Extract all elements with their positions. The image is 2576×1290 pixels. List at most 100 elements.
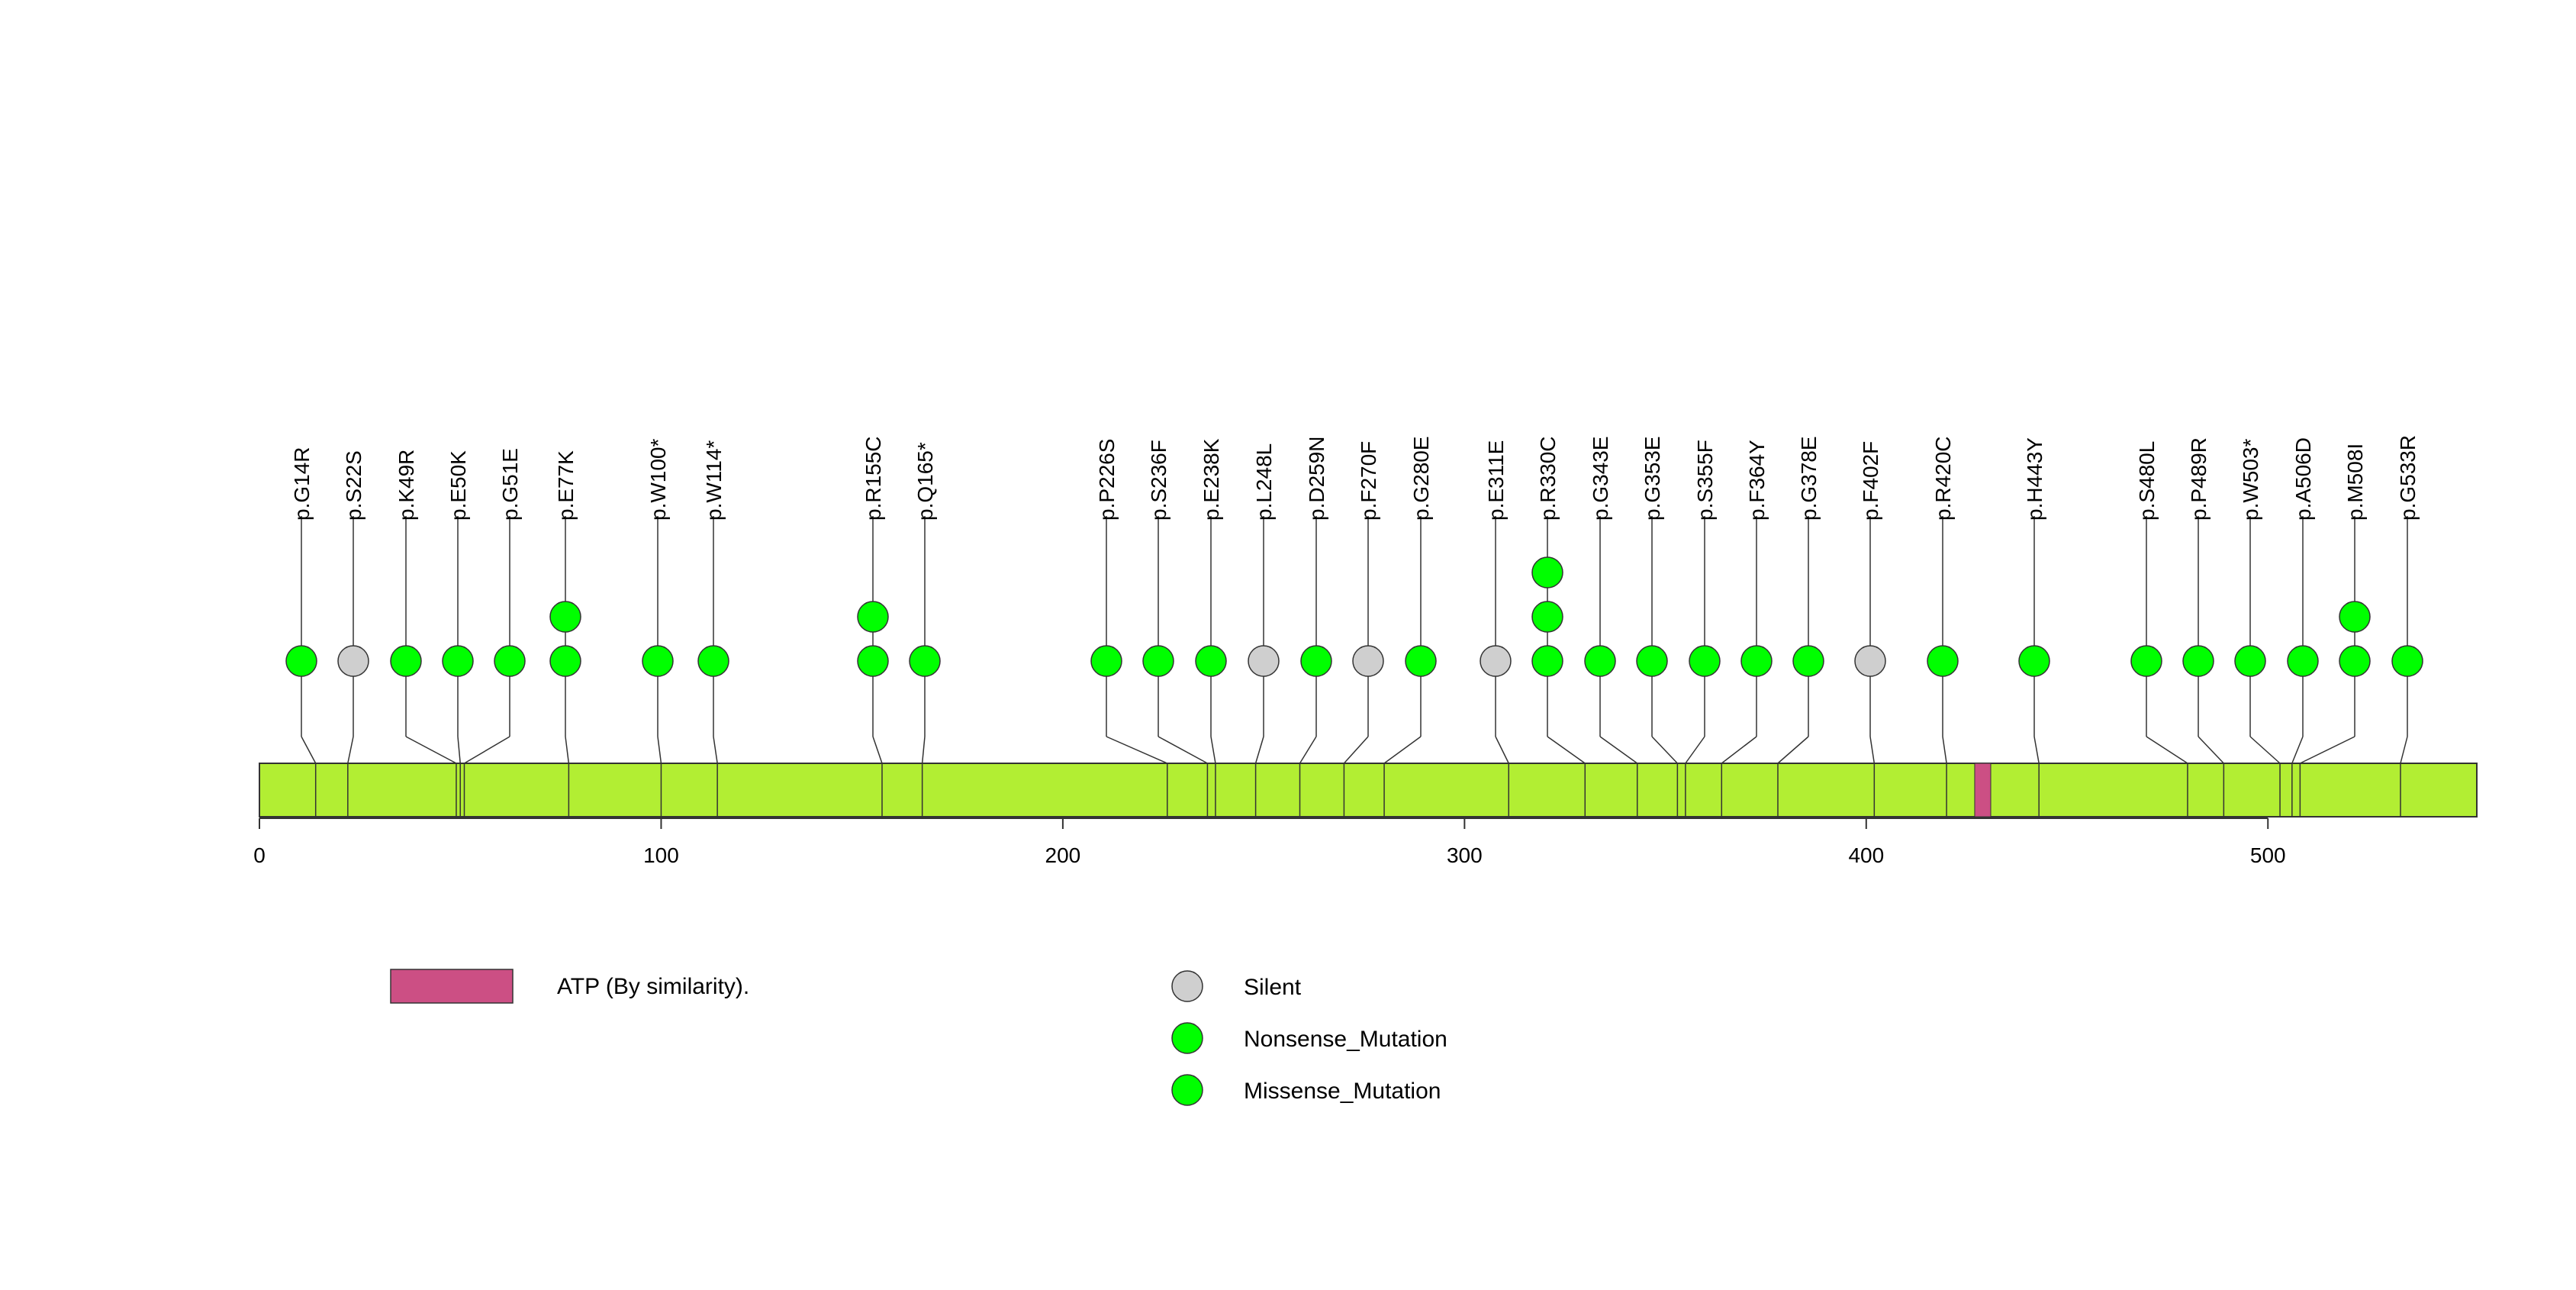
mutation-circle-18-0[interactable]: [1531, 645, 1563, 677]
mutation-circle-21-0[interactable]: [1689, 645, 1721, 677]
mutation-label-30: p.A506D: [2291, 437, 2315, 521]
stem-connector-9: [921, 736, 926, 764]
mutation-label-14: p.D259N: [1305, 436, 1328, 521]
mutation-circle-2-0[interactable]: [390, 645, 422, 677]
mutation-label-5: p.E77K: [554, 450, 578, 521]
mutation-label-22: p.F364Y: [1745, 440, 1769, 521]
mutation-label-28: p.P489R: [2187, 437, 2211, 521]
stem-connector-20: [1651, 736, 1678, 764]
stem-connector-16: [1383, 736, 1422, 764]
mutation-label-13: p.L248L: [1252, 443, 1276, 521]
mutation-circle-13-0[interactable]: [1248, 645, 1280, 677]
stem-connector-32: [2400, 736, 2408, 764]
mutation-circle-17-0[interactable]: [1480, 645, 1512, 677]
stem-connector-11: [1158, 736, 1208, 764]
stem-connector-31: [2300, 736, 2355, 764]
mutation-circle-1-0[interactable]: [337, 645, 369, 677]
mutation-label-27: p.S480L: [2135, 441, 2159, 521]
mutation-circle-7-0[interactable]: [697, 645, 729, 677]
mutation-circle-30-0[interactable]: [2287, 645, 2319, 677]
legend-mutation-swatch-0: [1171, 970, 1203, 1002]
legend-mutation-swatch-2: [1171, 1074, 1203, 1106]
mutation-circle-24-0[interactable]: [1854, 645, 1886, 677]
mutation-circle-5-0[interactable]: [549, 645, 581, 677]
mutation-circle-16-0[interactable]: [1405, 645, 1437, 677]
stem-connector-18: [1547, 736, 1586, 764]
mutation-circle-5-1[interactable]: [549, 601, 581, 633]
mutation-label-8: p.R155C: [861, 436, 885, 521]
x-tick-label-4: 400: [1848, 843, 1884, 867]
mutation-circle-12-0[interactable]: [1195, 645, 1227, 677]
stem-connector-21: [1685, 736, 1705, 764]
mutation-label-25: p.R420C: [1931, 436, 1955, 521]
stem-connector-2: [405, 736, 457, 764]
mutation-label-16: p.G280E: [1409, 436, 1433, 521]
mutation-circle-23-0[interactable]: [1792, 645, 1824, 677]
mutation-circle-31-1[interactable]: [2339, 601, 2371, 633]
mutation-circle-15-0[interactable]: [1352, 645, 1384, 677]
stem-connector-12: [1210, 736, 1216, 764]
mutation-label-31: p.M508I: [2343, 443, 2367, 521]
mutation-label-19: p.G343E: [1589, 436, 1612, 521]
mutation-circle-8-1[interactable]: [857, 601, 889, 633]
mutation-label-6: p.W100*: [646, 439, 670, 521]
stems-layer: [301, 516, 2408, 764]
mutation-circle-8-0[interactable]: [857, 645, 889, 677]
mutation-circle-31-0[interactable]: [2339, 645, 2371, 677]
legend-mutation-label-1: Nonsense_Mutation: [1244, 1027, 1447, 1052]
mutation-label-26: p.H443Y: [2023, 437, 2046, 521]
mutation-circle-26-0[interactable]: [2018, 645, 2050, 677]
mutation-circle-19-0[interactable]: [1584, 645, 1616, 677]
circles-layer: [285, 556, 2423, 677]
x-tick-label-0: 0: [253, 843, 266, 867]
mutation-circle-4-0[interactable]: [494, 645, 526, 677]
mutation-circle-20-0[interactable]: [1636, 645, 1668, 677]
mutation-circle-3-0[interactable]: [442, 645, 474, 677]
mutation-label-2: p.K49R: [394, 450, 418, 521]
mutation-label-10: p.P226S: [1095, 439, 1119, 521]
mutation-label-0: p.G14R: [290, 447, 314, 521]
mutation-label-15: p.F270F: [1357, 441, 1380, 521]
mutation-label-21: p.S355F: [1693, 440, 1717, 521]
stem-connector-17: [1495, 736, 1509, 764]
stem-connector-8: [872, 736, 883, 764]
stem-connector-15: [1343, 736, 1369, 764]
mutation-circle-11-0[interactable]: [1142, 645, 1174, 677]
stem-connector-13: [1254, 736, 1264, 764]
mutation-label-20: p.G353E: [1641, 436, 1664, 521]
mutation-label-4: p.G51E: [498, 448, 522, 521]
mutation-label-18: p.R330C: [1536, 436, 1560, 521]
mutation-label-7: p.W114*: [702, 440, 726, 521]
mutation-label-9: p.Q165*: [913, 442, 937, 521]
mutation-label-3: p.E50K: [446, 450, 470, 521]
mutation-label-1: p.S22S: [342, 450, 365, 521]
mutation-label-24: p.F402F: [1859, 441, 1882, 521]
stem-connector-27: [2146, 736, 2188, 764]
mutation-circle-27-0[interactable]: [2130, 645, 2162, 677]
mutation-circle-6-0[interactable]: [642, 645, 674, 677]
mutation-circle-9-0[interactable]: [909, 645, 941, 677]
mutation-circle-14-0[interactable]: [1300, 645, 1332, 677]
mutation-circle-22-0[interactable]: [1740, 645, 1773, 677]
mutation-circle-28-0[interactable]: [2182, 645, 2214, 677]
stem-connector-0: [301, 736, 317, 764]
stem-connector-22: [1721, 736, 1757, 764]
mutation-label-32: p.G533R: [2396, 435, 2420, 521]
stem-connector-29: [2249, 736, 2281, 764]
stem-connector-7: [713, 736, 718, 764]
mutation-circle-18-1[interactable]: [1531, 601, 1563, 633]
mutation-circle-29-0[interactable]: [2234, 645, 2266, 677]
mutation-circle-25-0[interactable]: [1927, 645, 1959, 677]
domain-0[interactable]: [1974, 763, 1992, 818]
legend-mutation-label-2: Missense_Mutation: [1244, 1079, 1441, 1104]
x-tick-label-1: 100: [643, 843, 679, 867]
mutation-circle-0-0[interactable]: [285, 645, 317, 677]
mutation-circle-10-0[interactable]: [1090, 645, 1122, 677]
stem-connector-28: [2198, 736, 2224, 764]
mutation-label-12: p.E238K: [1199, 438, 1223, 521]
mutation-circle-32-0[interactable]: [2391, 645, 2423, 677]
protein-track: [259, 763, 2478, 818]
mutation-circle-18-2[interactable]: [1531, 556, 1563, 589]
stem-connector-19: [1599, 736, 1638, 764]
